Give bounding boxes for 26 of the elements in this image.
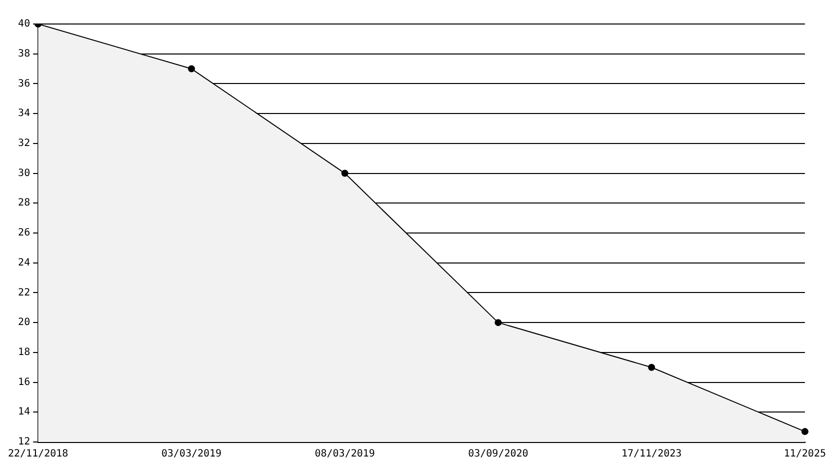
x-tick-label: 08/03/2019 [314, 448, 375, 460]
point [648, 364, 656, 371]
y-tick-label: 28 [18, 198, 30, 209]
point [341, 170, 348, 177]
point [494, 319, 502, 326]
y-tick-label: 40 [18, 18, 30, 30]
y-tick-label: 14 [18, 406, 30, 418]
y-tick-label: 38 [18, 48, 30, 60]
x-tick-label: 03/03/2019 [161, 448, 222, 460]
x-tick-label: 22/11/2018 [8, 448, 68, 460]
x-tick-label: 03/09/2020 [468, 448, 528, 460]
y-tick-label: 20 [18, 317, 30, 328]
y-tick-label: 34 [18, 108, 30, 120]
x-tick-label: 17/11/2023 [621, 448, 682, 460]
y-tick-label: 26 [18, 228, 30, 239]
point [801, 428, 808, 436]
y-tick-label: 12 [18, 436, 30, 448]
y-tick-label: 24 [18, 257, 30, 268]
y-tick-label: 22 [18, 287, 30, 298]
y-tick-label: 16 [18, 376, 30, 388]
y-tick-label: 30 [18, 168, 30, 179]
y-tick-label: 18 [18, 347, 30, 358]
y-tick-label: 32 [18, 138, 30, 150]
point [188, 65, 195, 72]
x-tick-label: 11/2025 [784, 448, 826, 460]
y-tick-label: 36 [18, 78, 30, 90]
